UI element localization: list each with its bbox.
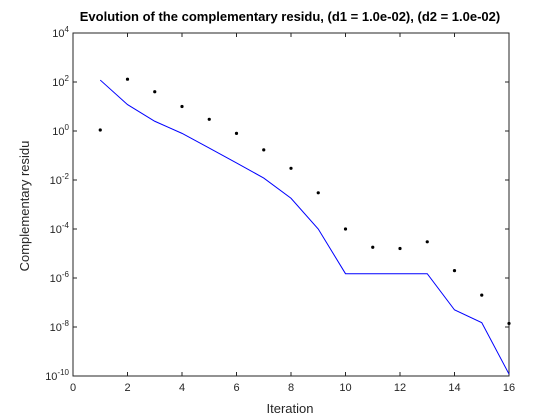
chart-title: Evolution of the complementary residu, (… [80,9,500,24]
y-tick-label: 10-10 [45,368,69,383]
x-tick-label: 0 [70,382,76,394]
data-point [425,240,429,244]
x-tick-label: 2 [124,382,130,394]
y-tick-label: 10-4 [50,221,70,236]
y-tick-label: 10-6 [50,270,70,285]
data-point [480,293,484,297]
data-point [180,104,184,109]
data-point [343,227,348,231]
data-point [153,90,157,94]
y-tick-label: 100 [52,123,69,138]
y-tick-label: 104 [52,25,69,40]
y-tick-label: 10-2 [50,172,70,187]
x-tick-label: 6 [233,382,239,394]
y-tick-label: 10-8 [50,319,70,334]
data-point [316,191,320,195]
data-point [371,245,375,249]
x-tick-label: 10 [339,382,351,394]
x-axis-label: Iteration [267,401,314,416]
y-axis-label: Complementary residu [17,141,32,272]
plot-area: 0 2 4 6 8 10 12 14 16 10-10 10-8 10-6 10-4 10-2 100 102… [45,25,515,394]
x-tick-label: 12 [394,382,406,394]
data-point [125,77,130,81]
data-point [398,246,402,251]
y-tick-label: 102 [52,74,69,89]
data-point [452,269,457,273]
x-tick-label: 14 [448,382,460,394]
data-point [207,117,211,121]
data-point [98,128,102,132]
data-point [262,148,266,152]
x-tick-label: 4 [179,382,185,394]
data-point [289,166,293,170]
data-point [507,321,511,326]
data-point [234,131,239,135]
x-tick-label: 16 [503,382,515,394]
x-tick-label: 8 [288,382,294,394]
series-line-0 [99,79,510,375]
